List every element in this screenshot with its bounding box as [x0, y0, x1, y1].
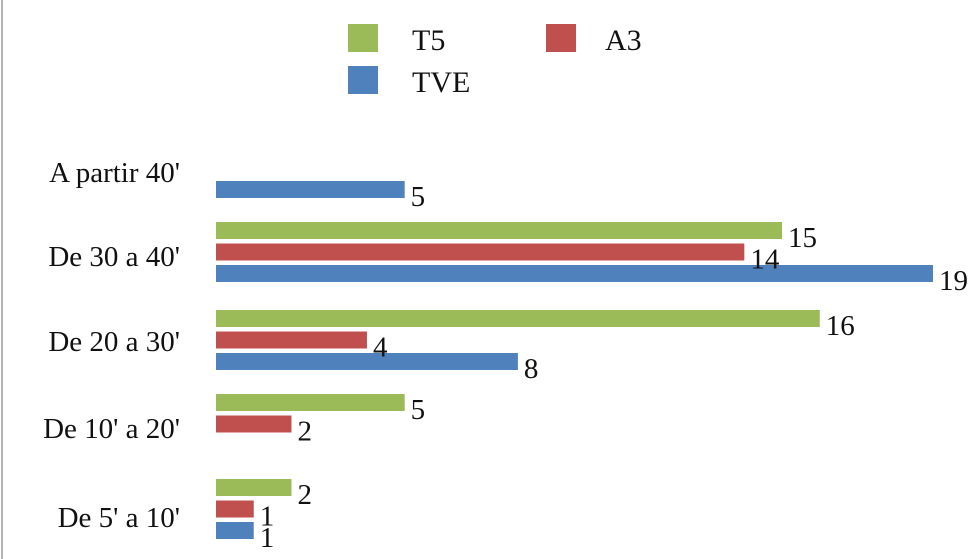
bars-group [216, 181, 933, 539]
data-label-a3-3: 2 [297, 416, 312, 448]
bar-tve-4 [216, 522, 254, 539]
category-label: A partir 40' [49, 157, 180, 189]
legend: T5 A3 TVE [348, 24, 642, 99]
data-label-a3-1: 14 [750, 244, 780, 276]
category-label: De 5' a 10' [58, 502, 180, 534]
legend-label-a3: A3 [605, 24, 642, 57]
data-label-tve-1: 19 [939, 265, 968, 297]
data-label-tve-0: 5 [411, 181, 426, 213]
category-label: De 30 a 40' [48, 241, 180, 273]
bar-tve-0 [216, 181, 405, 198]
legend-swatch-t5 [348, 24, 378, 52]
bar-t5-2 [216, 310, 820, 327]
data-label-tve-2: 8 [524, 353, 539, 385]
data-label-t5-4: 2 [297, 479, 312, 511]
bar-a3-3 [216, 415, 292, 433]
data-label-t5-3: 5 [411, 394, 426, 426]
data-label-a3-4: 1 [260, 501, 275, 533]
category-axis: A partir 40' De 30 a 40' De 20 a 30' De … [43, 157, 180, 534]
category-label: De 20 a 30' [48, 326, 180, 358]
legend-label-tve: TVE [412, 66, 470, 99]
legend-swatch-a3 [546, 24, 576, 52]
legend-swatch-tve [348, 66, 378, 94]
data-label-t5-1: 15 [788, 222, 817, 254]
bar-a3-4 [216, 500, 254, 518]
bar-tve-1 [216, 265, 933, 282]
bar-a3-2 [216, 331, 367, 349]
data-label-tve-4: 1 [260, 522, 275, 554]
bar-t5-3 [216, 394, 405, 411]
bar-tve-2 [216, 353, 518, 370]
data-label-a3-2: 4 [373, 332, 388, 364]
bar-a3-1 [216, 243, 745, 261]
data-label-t5-2: 16 [826, 310, 855, 342]
category-label: De 10' a 20' [43, 413, 180, 445]
bar-t5-1 [216, 222, 783, 239]
bar-t5-4 [216, 479, 292, 496]
legend-label-t5: T5 [412, 24, 445, 57]
